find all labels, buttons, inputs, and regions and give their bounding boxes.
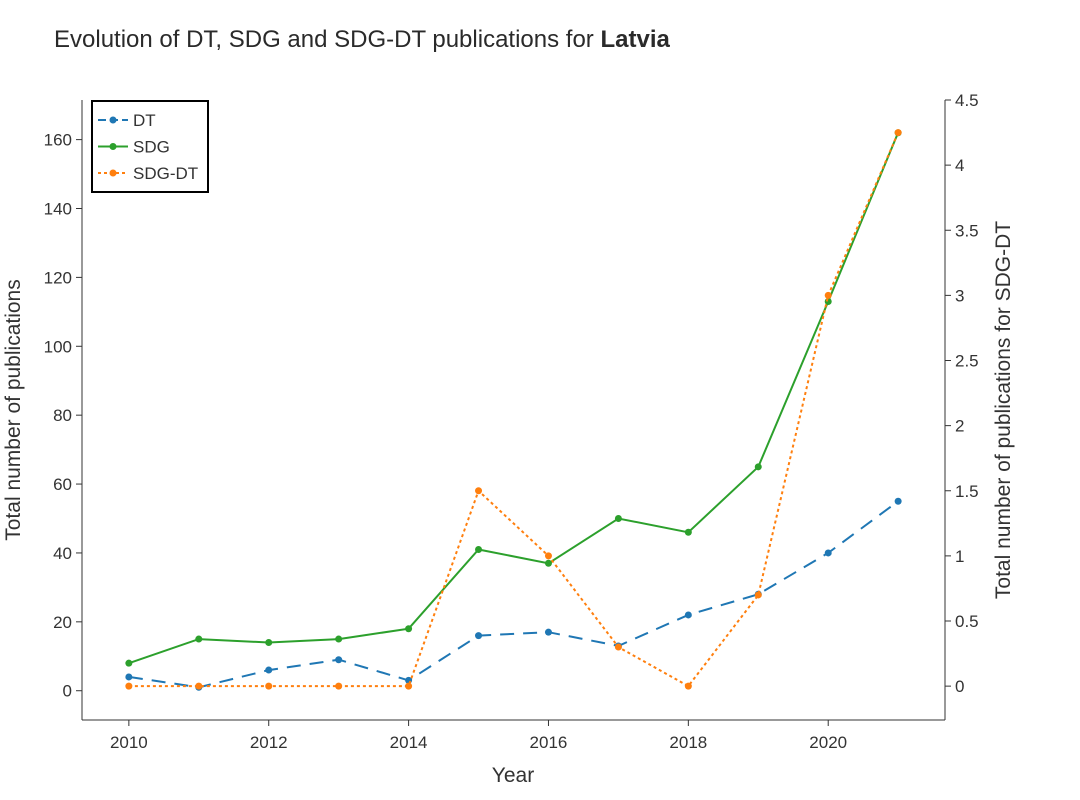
y-right-tick-label: 3.5 <box>955 221 979 240</box>
y-left-tick-label: 120 <box>44 268 72 287</box>
axes: 2010 2012 2014 2016 2018 20200204060801001201… <box>44 91 979 752</box>
y-axis-left-title: Total number of publications <box>2 279 25 541</box>
data-point-sdg <box>335 635 343 643</box>
data-point-sdg <box>195 635 203 643</box>
legend-label-sdg: SDG <box>133 138 170 157</box>
y-left-tick-label: 0 <box>63 682 72 701</box>
y-right-tick-label: 4.5 <box>955 91 979 110</box>
data-point-sdg-dt <box>754 591 762 599</box>
data-point-sdg-dt <box>614 643 622 651</box>
data-point-sdg <box>684 528 692 536</box>
data-point-dt <box>894 497 902 505</box>
data-point-sdg <box>405 625 413 633</box>
y-axis-right-title: Total number of publications for SDG-DT <box>992 221 1015 599</box>
data-point-sdg-dt <box>475 487 483 495</box>
x-tick-label: 2020 <box>809 733 847 752</box>
y-left-tick-label: 160 <box>44 131 72 150</box>
legend-marker-dt <box>109 116 117 124</box>
y-right-tick-label: 1.5 <box>955 482 979 501</box>
chart-title-country: Latvia <box>600 26 670 53</box>
data-point-sdg-dt <box>335 682 343 690</box>
y-right-tick-label: 3 <box>955 286 964 305</box>
chart-title: Evolution of DT, SDG and SDG-DT publicat… <box>54 26 670 54</box>
data-point-sdg-dt <box>824 291 832 299</box>
y-left-tick-label: 140 <box>44 200 72 219</box>
data-point-dt <box>335 656 343 664</box>
legend-label-sdg-dt: SDG-DT <box>133 164 198 183</box>
x-tick-label: 2018 <box>669 733 707 752</box>
y-left-tick-label: 60 <box>53 475 72 494</box>
legend-marker-sdg <box>109 143 117 150</box>
y-right-tick-label: 2 <box>955 417 964 436</box>
data-point-sdg <box>614 515 622 522</box>
y-right-tick-label: 0.5 <box>955 612 979 631</box>
data-point-dt <box>125 673 133 681</box>
data-point-sdg-dt <box>265 682 273 690</box>
y-left-tick-label: 20 <box>53 613 72 632</box>
y-right-tick-label: 0 <box>955 677 964 696</box>
y-right-tick-label: 2.5 <box>955 352 979 371</box>
series-line-sdg <box>128 132 900 665</box>
data-point-sdg-dt <box>195 682 203 690</box>
data-point-sdg <box>265 639 273 646</box>
data-point-sdg <box>475 546 483 553</box>
y-left-tick-label: 40 <box>53 544 72 563</box>
legend-marker-sdg-dt <box>109 169 117 177</box>
data-point-sdg-dt <box>405 682 413 690</box>
data-point-dt <box>544 628 552 636</box>
series-line-sdg-dt <box>128 132 900 688</box>
data-point-sdg-dt <box>125 682 133 690</box>
data-point-dt <box>475 632 483 640</box>
data-point-dt <box>824 549 832 557</box>
y-left-tick-label: 100 <box>44 337 72 356</box>
series-line-dt <box>128 500 899 689</box>
x-tick-label: 2014 <box>390 733 428 752</box>
x-tick-label: 2010 <box>110 733 148 752</box>
data-point-sdg-dt <box>544 552 552 560</box>
data-point-sdg <box>125 659 133 667</box>
series-lines <box>125 129 902 691</box>
y-right-tick-label: 4 <box>955 156 964 175</box>
data-point-sdg-dt <box>894 129 902 137</box>
legend-label-dt: DT <box>133 111 156 130</box>
data-point-dt <box>265 666 273 674</box>
data-point-sdg <box>754 463 762 471</box>
data-point-dt <box>684 611 692 619</box>
x-axis-title: Year <box>492 764 534 787</box>
x-tick-label: 2012 <box>250 733 288 752</box>
y-left-tick-label: 80 <box>53 406 72 425</box>
data-point-sdg-dt <box>684 682 692 690</box>
chart-title-prefix: Evolution of DT, SDG and SDG-DT publicat… <box>54 26 601 53</box>
legend: DT SDG SDG-DT <box>91 100 209 193</box>
x-tick-label: 2016 <box>530 733 568 752</box>
y-right-tick-label: 1 <box>955 547 964 566</box>
data-point-sdg <box>544 559 552 567</box>
